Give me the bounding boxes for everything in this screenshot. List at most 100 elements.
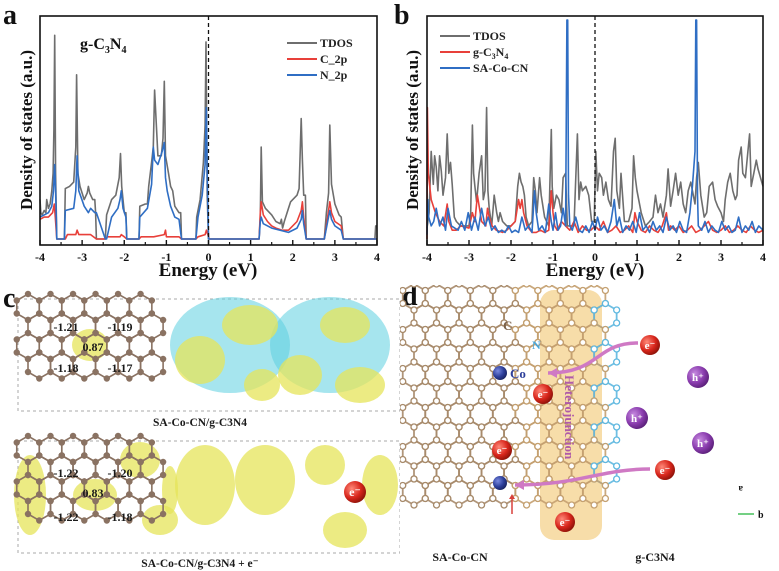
atom xyxy=(103,310,111,317)
atom xyxy=(567,501,576,509)
atom xyxy=(421,338,429,347)
atom xyxy=(148,349,156,356)
atom xyxy=(511,403,519,412)
atom xyxy=(522,358,531,366)
svg-text:e⁻: e⁻ xyxy=(349,485,361,499)
atom xyxy=(500,306,508,314)
atom xyxy=(489,299,497,308)
x-tick-label: -4 xyxy=(422,250,432,264)
atom xyxy=(567,306,576,314)
atom xyxy=(590,501,598,509)
atom xyxy=(148,297,156,304)
charge-label: -1.19 xyxy=(108,320,133,334)
atomic-lattice xyxy=(400,285,621,509)
charge-blob xyxy=(320,307,370,343)
atom xyxy=(612,306,621,314)
atom xyxy=(421,416,429,425)
charge-label-center: 0.83 xyxy=(83,486,104,500)
y-axis-title: Density of states (a.u.) xyxy=(403,50,422,210)
atom xyxy=(455,358,463,366)
atom xyxy=(148,375,156,382)
atom xyxy=(601,286,610,295)
electron-icon: e⁻ xyxy=(655,460,675,480)
x-tick-label: 2 xyxy=(676,250,682,264)
atom xyxy=(444,377,452,386)
atom xyxy=(421,403,429,412)
atom xyxy=(477,306,486,314)
svg-text:h⁺: h⁺ xyxy=(697,438,709,450)
atom xyxy=(545,358,553,366)
atom xyxy=(455,319,463,327)
atom xyxy=(545,436,553,444)
c-label: C xyxy=(503,318,512,333)
series-line-tdos xyxy=(39,34,377,240)
panel-label-a: a xyxy=(3,0,17,31)
atom xyxy=(137,458,144,466)
atom xyxy=(137,432,144,440)
atom xyxy=(511,377,519,386)
atom xyxy=(601,494,610,503)
atom xyxy=(590,306,598,314)
atom xyxy=(489,416,497,425)
x-tick-label: -3 xyxy=(464,250,474,264)
atom xyxy=(590,397,598,405)
atom xyxy=(148,310,156,317)
atom xyxy=(579,286,587,295)
atom xyxy=(590,436,598,444)
atom xyxy=(489,325,497,334)
charge-label: -1.21 xyxy=(54,320,79,334)
atom xyxy=(148,491,156,498)
hole-icon: h⁺ xyxy=(692,432,714,454)
atom xyxy=(500,358,508,366)
atom xyxy=(126,375,133,382)
atom xyxy=(534,325,542,334)
atom xyxy=(489,494,497,503)
atom xyxy=(47,432,54,440)
atom xyxy=(24,497,32,505)
atom xyxy=(159,510,167,518)
caption-bottom: SA-Co-CN/g-C3N4 + e⁻ xyxy=(141,558,258,570)
legend-label: N_2p xyxy=(320,68,348,82)
atom xyxy=(24,471,32,479)
charge-label: -1.17 xyxy=(108,361,133,375)
charge-blob xyxy=(235,445,295,515)
atom xyxy=(36,478,43,485)
atom xyxy=(126,336,133,343)
atom xyxy=(545,285,553,288)
atom xyxy=(81,336,88,343)
atom xyxy=(455,462,463,470)
atom xyxy=(114,432,122,440)
atom xyxy=(522,397,531,405)
atom xyxy=(522,384,531,392)
atom xyxy=(410,358,418,366)
co-label: Co xyxy=(510,366,526,381)
atom xyxy=(545,319,553,327)
legend-label: TDOS xyxy=(473,29,506,43)
atom xyxy=(47,329,54,337)
atom xyxy=(523,285,531,288)
x-tick-label: -4 xyxy=(35,250,45,264)
atom xyxy=(511,364,519,373)
bond-ring xyxy=(446,477,472,507)
atom xyxy=(36,452,43,459)
atom xyxy=(24,432,32,440)
atom xyxy=(47,510,54,518)
atom xyxy=(114,368,122,376)
atom xyxy=(545,501,553,509)
atom xyxy=(590,319,598,327)
electron-transfer-arrow xyxy=(514,467,651,487)
atom xyxy=(466,481,474,490)
atom xyxy=(500,462,508,470)
atom xyxy=(92,355,99,363)
atom xyxy=(114,329,122,337)
atom xyxy=(421,377,429,386)
atom xyxy=(58,375,65,382)
atom xyxy=(58,439,65,446)
atom xyxy=(477,501,486,509)
atom xyxy=(579,416,587,425)
charge-label: -1.18 xyxy=(108,510,133,524)
atom xyxy=(511,286,519,295)
atom xyxy=(69,497,77,505)
atom xyxy=(36,517,43,524)
atom xyxy=(601,455,610,464)
